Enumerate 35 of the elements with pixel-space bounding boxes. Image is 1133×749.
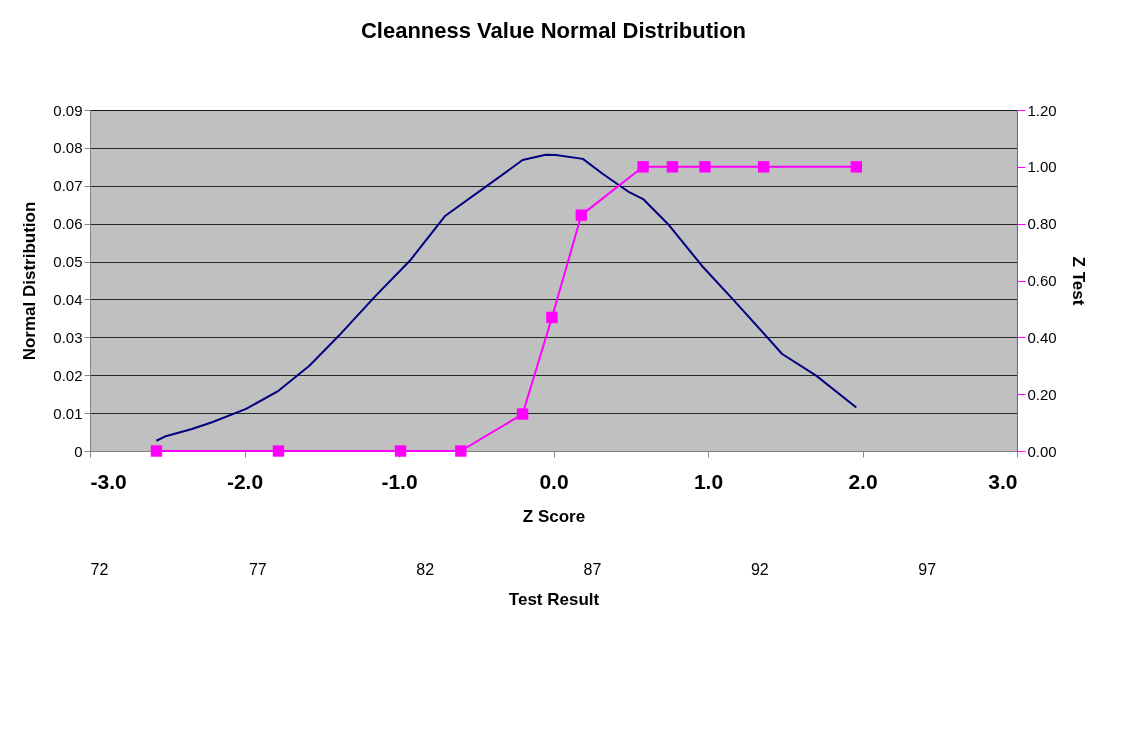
y2-tick-label: 0.00 — [1027, 442, 1057, 460]
y-tick-label: 0.04 — [53, 290, 83, 308]
x2-tick-label: 87 — [583, 560, 602, 578]
x-tick-label: 2.0 — [848, 469, 878, 493]
y2-tick-label: 0.40 — [1027, 328, 1057, 346]
x2-tick-label: 82 — [416, 560, 435, 578]
x-tick-label: 0.0 — [539, 469, 569, 493]
x-axis-title: Z Score — [522, 506, 586, 526]
x2-tick-label: 97 — [918, 560, 937, 578]
y2-axis-title: Z Test — [1068, 256, 1088, 306]
y-tick-label: 0.02 — [53, 366, 83, 384]
y2-tick-label: 1.20 — [1027, 101, 1057, 119]
y-tick-label: 0.06 — [53, 215, 83, 233]
y-axis-title: Normal Distribution — [20, 201, 40, 361]
x-tick-label: -2.0 — [226, 469, 264, 493]
y-tick-label: 0 — [74, 442, 83, 460]
y-tick-label: 0.05 — [53, 253, 83, 271]
y-tick-label: 0.03 — [53, 328, 83, 346]
x2-tick-label: 77 — [248, 560, 267, 578]
x2-axis-title: Test Result — [508, 589, 600, 609]
y2-tick-label: 0.20 — [1027, 385, 1057, 403]
y-tick-label: 0.08 — [53, 139, 83, 157]
x-tick-label: 3.0 — [988, 469, 1018, 493]
x2-tick-label: 92 — [750, 560, 769, 578]
y2-tick-label: 1.00 — [1027, 158, 1057, 176]
y-tick-label: 0.07 — [53, 177, 83, 195]
y2-tick-label: 0.80 — [1027, 215, 1057, 233]
y-tick-label: 0.01 — [53, 404, 83, 422]
y-tick-label: 0.09 — [53, 101, 83, 119]
chart-title: Cleanness Value Normal Distribution — [360, 18, 747, 43]
x-tick-label: 1.0 — [693, 469, 724, 493]
x-tick-label: -3.0 — [90, 469, 127, 493]
x2-tick-label: 72 — [90, 560, 109, 578]
x-tick-label: -1.0 — [381, 469, 418, 493]
y2-tick-label: 0.60 — [1027, 272, 1057, 289]
